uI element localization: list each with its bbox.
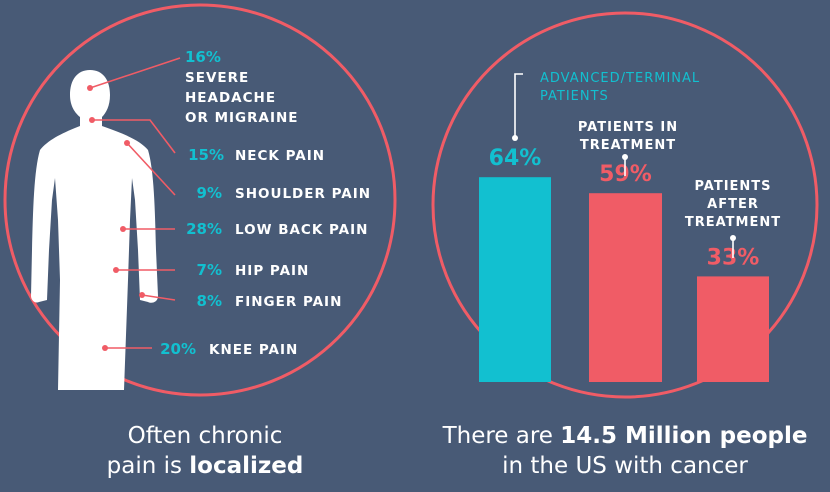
pain-callout: 28% LOW BACK PAIN <box>120 220 368 238</box>
callout-dot <box>89 117 95 123</box>
pain-callout: 20% KNEE PAIN <box>102 340 298 358</box>
pain-callout: 7% HIP PAIN <box>113 261 309 279</box>
pain-callout: 15% NECK PAIN <box>89 117 325 164</box>
category-leader-line <box>514 73 523 138</box>
callout-label: LOW BACK PAIN <box>235 222 368 238</box>
callout-percent: 8% <box>197 292 222 310</box>
callout-percent: 20% <box>160 340 196 358</box>
bar <box>697 276 769 382</box>
callout-percent: 16% <box>185 48 221 66</box>
left-circle <box>3 3 397 397</box>
human-body-silhouette <box>31 70 158 390</box>
category-label: PATIENTS IN <box>578 120 678 135</box>
callout-dot <box>120 226 126 232</box>
pain-callout: 16% SEVERE HEADACHE OR MIGRAINE <box>87 48 299 126</box>
callout-dot <box>113 267 119 273</box>
left-panel <box>3 3 397 397</box>
callout-label: HEADACHE <box>185 90 276 106</box>
pain-callouts: 16% SEVERE HEADACHE OR MIGRAINE 15% NECK PAIN… <box>87 48 371 358</box>
category-leader-dot <box>512 135 518 141</box>
callout-percent: 28% <box>186 220 222 238</box>
bar-chart: 64%ADVANCED/TERMINALPATIENTS59%PATIENTS … <box>479 71 781 382</box>
callout-label: KNEE PAIN <box>209 342 298 358</box>
caption-left: Often chronic pain is localized <box>60 421 350 481</box>
category-label: AFTER <box>707 197 759 212</box>
caption-left-line1: Often chronic <box>127 423 283 449</box>
right-circle <box>431 11 819 399</box>
callout-percent: 9% <box>197 184 222 202</box>
caption-right-line2: in the US with cancer <box>502 453 748 479</box>
category-leader-dot <box>730 235 736 241</box>
callout-dot <box>124 140 130 146</box>
category-label: ADVANCED/TERMINAL <box>540 71 700 86</box>
category-label: PATIENTS <box>694 179 771 194</box>
callout-label: SEVERE <box>185 70 249 86</box>
callout-leader-line <box>126 142 176 196</box>
callout-label: HIP PAIN <box>235 263 309 279</box>
category-label: TREATMENT <box>685 215 781 230</box>
bar-data-label: 64% <box>489 146 542 171</box>
callout-leader-line <box>92 119 176 154</box>
callout-leader-line <box>89 57 181 89</box>
callout-percent: 7% <box>197 261 222 279</box>
category-label: PATIENTS <box>540 89 609 104</box>
caption-left-line2-prefix: pain is <box>106 453 190 479</box>
caption-left-line2: pain is localized <box>60 451 350 481</box>
caption-right-line1: There are 14.5 Million people <box>420 421 830 451</box>
caption-left-emphasis: localized <box>189 453 304 479</box>
bar <box>589 193 662 382</box>
callout-label: FINGER PAIN <box>235 294 342 310</box>
callout-dot <box>87 85 93 91</box>
callout-dot <box>102 345 108 351</box>
callout-label: SHOULDER PAIN <box>235 186 371 202</box>
caption-right: There are 14.5 Million people in the US … <box>420 421 830 481</box>
right-panel: 64%ADVANCED/TERMINALPATIENTS59%PATIENTS … <box>431 11 819 399</box>
bar <box>479 177 551 382</box>
caption-right-line1-prefix: There are <box>442 423 561 449</box>
callout-label: OR MIGRAINE <box>185 110 299 126</box>
category-leader-dot <box>622 154 628 160</box>
caption-right-emphasis: 14.5 Million people <box>560 423 808 449</box>
pain-callout: 8% FINGER PAIN <box>139 292 342 310</box>
callout-percent: 15% <box>188 146 224 164</box>
callout-dot <box>139 292 145 298</box>
callout-label: NECK PAIN <box>235 148 325 164</box>
callout-leader-line <box>141 294 176 301</box>
pain-callout: 9% SHOULDER PAIN <box>124 140 371 202</box>
category-label: TREATMENT <box>580 138 676 153</box>
